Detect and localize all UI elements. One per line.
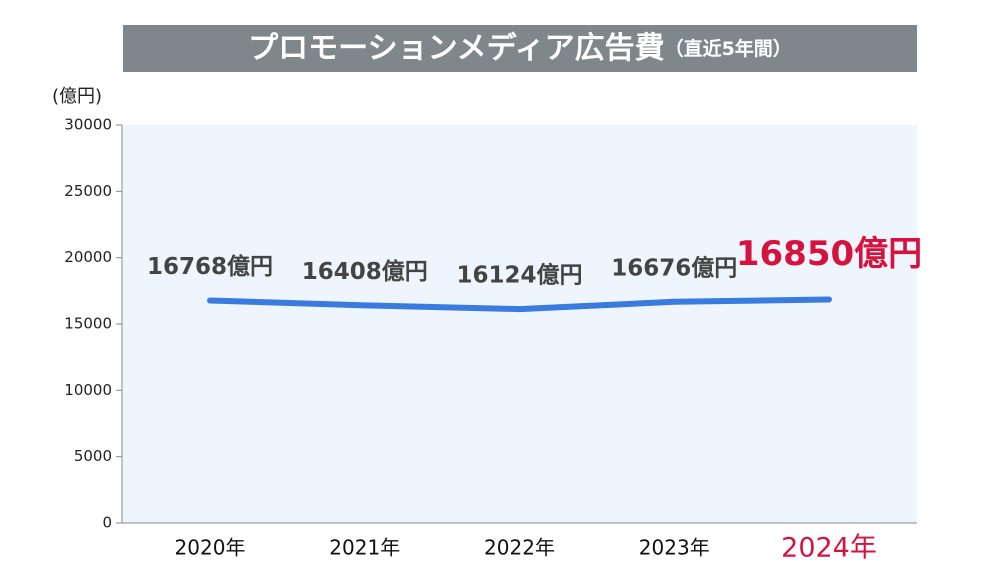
title-main: プロモーションメディア広告費 — [248, 31, 664, 66]
line — [207, 296, 832, 313]
value-label: 16768億円 — [147, 253, 273, 280]
x-tick-label: 2021年 — [329, 536, 400, 560]
x-tick-label: 2020年 — [175, 536, 246, 560]
x-tick-label: 2023年 — [639, 536, 710, 560]
y-axis-label: (億円) — [52, 86, 102, 107]
y-tick-label: 25000 — [64, 182, 112, 200]
y-tick-label: 5000 — [74, 447, 112, 465]
value-label: 16408億円 — [302, 258, 428, 285]
x-tick-label: 2024年 — [781, 533, 877, 564]
value-label: 16850億円 — [736, 234, 922, 274]
title-bar — [123, 25, 917, 72]
subtitle: （直近5年間） — [665, 37, 792, 60]
y-tick-label: 20000 — [64, 248, 112, 266]
plot-background — [122, 125, 917, 523]
y-tick-label: 15000 — [64, 315, 112, 333]
title: プロモーションメディア広告費（直近5年間） — [248, 31, 792, 66]
y-tick-label: 10000 — [64, 381, 112, 399]
x-tick-label: 2022年 — [484, 536, 555, 560]
y-tick-label: 30000 — [64, 116, 112, 134]
value-label: 16124億円 — [456, 262, 582, 289]
y-tick-label: 0 — [102, 514, 112, 532]
value-label: 16676億円 — [611, 254, 737, 281]
